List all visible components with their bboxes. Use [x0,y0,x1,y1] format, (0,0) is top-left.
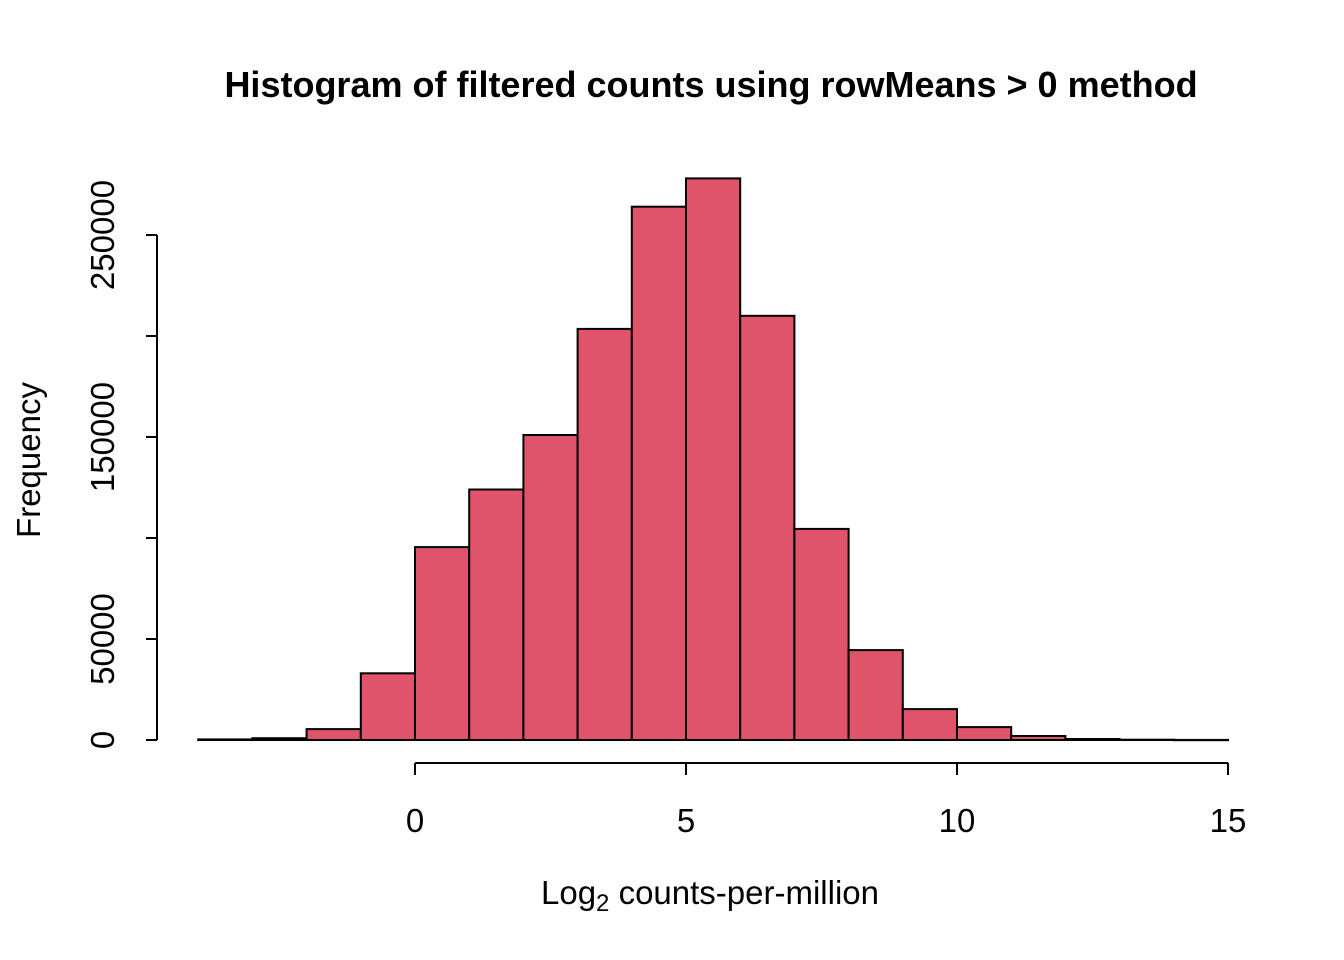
histogram-bar [1064,738,1121,741]
histogram-bar [685,177,742,741]
x-axis-label-prefix: Log [541,874,596,911]
histogram-bar [414,546,471,741]
y-tick-label: 0 [84,731,121,749]
histogram-bar [576,327,633,741]
histogram-bar [630,205,687,741]
x-tick-label: 10 [939,802,976,839]
histogram-bar [739,314,796,741]
histogram-bar [1010,735,1067,741]
y-tick-label: 150000 [84,382,121,492]
x-axis: 0 5 10 15 [406,762,1247,839]
x-axis-label-subscript: 2 [596,890,609,917]
y-tick-label: 250000 [84,180,121,290]
y-axis: 0 50000 150000 250000 [84,180,158,749]
histogram-bar [197,738,254,742]
x-axis-label-suffix: counts-per-million [609,874,879,911]
histogram-bar [251,737,308,742]
x-tick-label: 0 [406,802,424,839]
y-tick-label: 50000 [84,593,121,685]
x-tick-label: 5 [677,802,695,839]
histogram-bar [793,527,850,742]
chart-title: Histogram of filtered counts using rowMe… [224,64,1197,105]
histogram-bars [197,177,1230,742]
histogram-bar [847,649,904,741]
histogram-bar [359,672,416,741]
histogram-bar [956,726,1013,741]
y-axis-label: Frequency [10,382,47,538]
x-axis-label: Log2 counts-per-million [541,874,879,917]
histogram-bar [305,728,362,741]
histogram-bar [468,488,525,741]
x-tick-label: 15 [1210,802,1247,839]
histogram-bar [901,708,958,741]
histogram-bar [522,434,579,741]
